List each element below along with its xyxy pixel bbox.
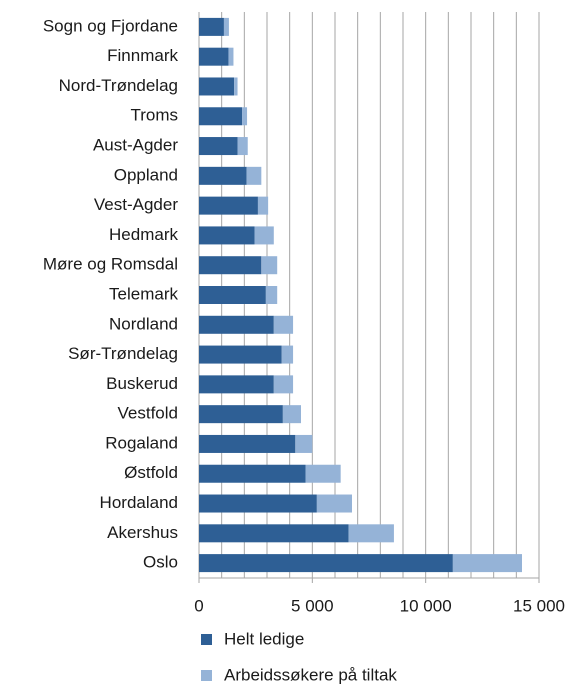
y-tick-label: Hordaland [100,493,178,512]
y-tick-label: Finnmark [107,46,178,65]
y-tick-label: Buskerud [106,374,178,393]
bar [199,405,283,424]
bar [199,256,262,275]
bar [265,286,278,304]
legend-swatch [201,634,212,645]
bar [199,554,453,573]
bar [242,107,248,126]
bar [223,17,229,36]
bar [199,166,247,185]
bar [199,286,266,304]
y-tick-label: Hedmark [109,225,178,244]
x-tick-label: 15 000 [513,596,565,615]
y-tick-label: Nordland [109,314,178,333]
x-tick-label: 10 000 [400,596,452,615]
bar [257,196,269,215]
y-tick-label: Akershus [107,523,178,542]
bar [295,434,313,453]
bar [282,405,301,424]
y-tick-label: Telemark [109,284,178,303]
bar [273,315,294,334]
legend-label: Helt ledige [224,629,304,648]
bar [228,47,234,66]
bar [199,47,229,66]
y-tick-label: Vestfold [118,404,179,423]
bar [305,464,341,483]
bar [234,77,238,96]
y-tick-label: Sør-Trøndelag [68,344,178,363]
y-tick-label: Sogn og Fjordane [43,16,178,35]
bar [261,256,278,275]
y-tick-label: Oslo [143,553,178,572]
legend-swatch [201,670,212,681]
y-tick-label: Vest-Agder [94,195,178,214]
bar [199,17,224,36]
legend-label: Arbeidssøkere på tiltak [224,665,397,684]
bar [237,137,248,156]
bar [452,554,522,573]
bar [254,226,274,245]
bar [199,137,238,156]
y-tick-label: Rogaland [105,433,178,452]
bar [199,107,243,126]
x-tick-label: 5 000 [291,596,334,615]
bar [199,315,274,334]
bar [246,166,262,185]
x-tick-label: 0 [194,596,203,615]
bar [199,375,274,394]
bar [199,524,349,543]
bar [199,464,306,483]
y-tick-label: Møre og Romsdal [43,255,178,274]
bar [199,77,235,96]
bar [273,375,294,394]
bar [348,524,394,543]
bar [199,345,282,364]
bar [316,494,352,513]
bar [199,434,296,453]
bar [199,226,255,245]
y-tick-label: Troms [130,106,178,125]
y-tick-label: Østfold [124,463,178,482]
bar [199,494,317,513]
y-tick-label: Nord-Trøndelag [59,76,178,95]
y-tick-label: Oppland [114,165,178,184]
bar [199,196,258,215]
y-tick-label: Aust-Agder [93,136,178,155]
bar [281,345,294,364]
